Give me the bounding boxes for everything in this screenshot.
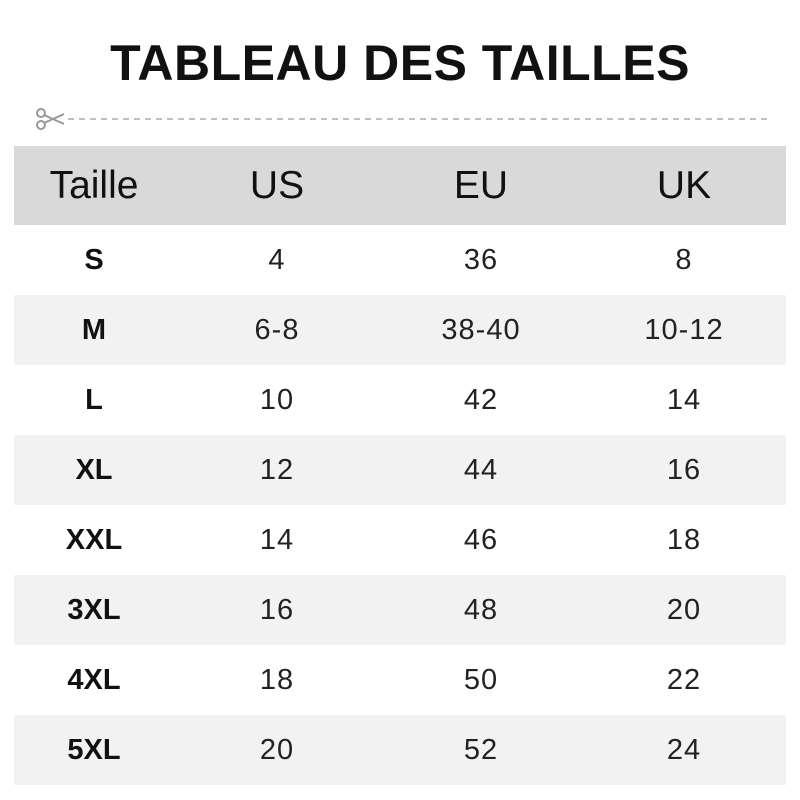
cell-eu: 42 bbox=[463, 383, 499, 416]
scissors-icon bbox=[36, 108, 65, 130]
cell-eu: 48 bbox=[463, 593, 499, 626]
cell-eu: 46 bbox=[463, 523, 499, 556]
table-row: L 10 42 14 bbox=[14, 365, 786, 435]
cell-size: 4XL bbox=[67, 663, 121, 696]
header-eu: EU bbox=[453, 163, 509, 207]
cell-size: M bbox=[81, 313, 107, 346]
header-size: Taille bbox=[49, 163, 139, 207]
cell-size: XXL bbox=[65, 523, 123, 556]
cell-us: 12 bbox=[259, 453, 295, 486]
cell-us: 20 bbox=[259, 733, 295, 766]
cell-us: 4 bbox=[268, 243, 286, 276]
table-row: 3XL 16 48 20 bbox=[14, 575, 786, 645]
page-title: TABLEAU DES TAILLES bbox=[110, 35, 690, 91]
header-uk: UK bbox=[656, 163, 712, 207]
cell-us: 14 bbox=[259, 523, 295, 556]
cell-eu: 44 bbox=[463, 453, 499, 486]
cell-uk: 18 bbox=[666, 523, 702, 556]
cell-size: S bbox=[84, 243, 104, 276]
cell-size: XL bbox=[75, 453, 113, 486]
cell-uk: 24 bbox=[666, 733, 702, 766]
table-row: S 4 36 8 bbox=[14, 225, 786, 295]
table-row: 5XL 20 52 24 bbox=[14, 715, 786, 785]
cell-us: 6-8 bbox=[254, 313, 300, 346]
cell-us: 16 bbox=[259, 593, 295, 626]
table-row: XXL 14 46 18 bbox=[14, 505, 786, 575]
table-row: M 6-8 38-40 10-12 bbox=[14, 295, 786, 365]
table-header-row: Taille US EU UK bbox=[14, 146, 786, 225]
cell-size: 3XL bbox=[67, 593, 121, 626]
table-row: XL 12 44 16 bbox=[14, 435, 786, 505]
cell-uk: 14 bbox=[666, 383, 702, 416]
cell-uk: 20 bbox=[666, 593, 702, 626]
cell-uk: 10-12 bbox=[644, 313, 724, 346]
cell-eu: 36 bbox=[463, 243, 499, 276]
cell-uk: 16 bbox=[666, 453, 702, 486]
cell-size: L bbox=[85, 383, 103, 416]
cell-us: 18 bbox=[259, 663, 295, 696]
table-row: 4XL 18 50 22 bbox=[14, 645, 786, 715]
cell-uk: 22 bbox=[666, 663, 702, 696]
cell-uk: 8 bbox=[675, 243, 693, 276]
cell-us: 10 bbox=[259, 383, 295, 416]
cell-size: 5XL bbox=[67, 733, 121, 766]
header-us: US bbox=[249, 163, 305, 207]
cell-eu: 50 bbox=[463, 663, 499, 696]
cell-eu: 52 bbox=[463, 733, 499, 766]
size-table: Taille US EU UK S 4 36 8 M 6-8 38-40 10-12 L 10 42… bbox=[14, 146, 786, 785]
cut-line bbox=[36, 108, 770, 130]
cell-eu: 38-40 bbox=[441, 313, 521, 346]
